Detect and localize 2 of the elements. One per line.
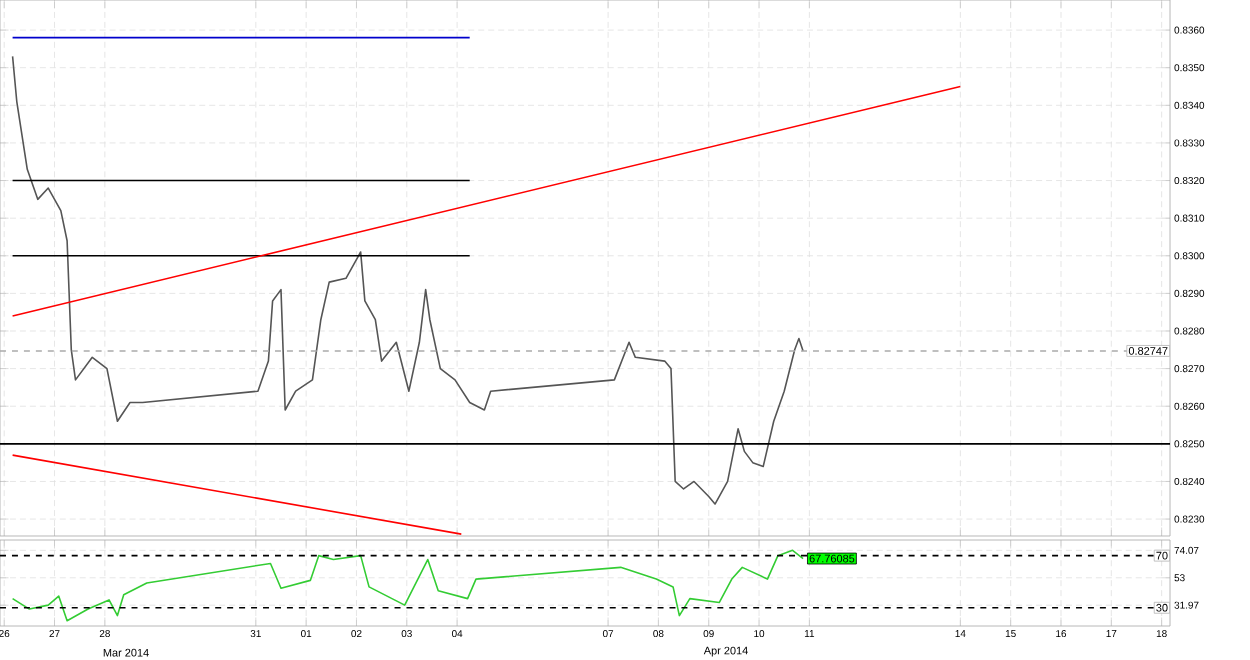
line-series (11, 55, 804, 505)
line-series (11, 549, 804, 622)
